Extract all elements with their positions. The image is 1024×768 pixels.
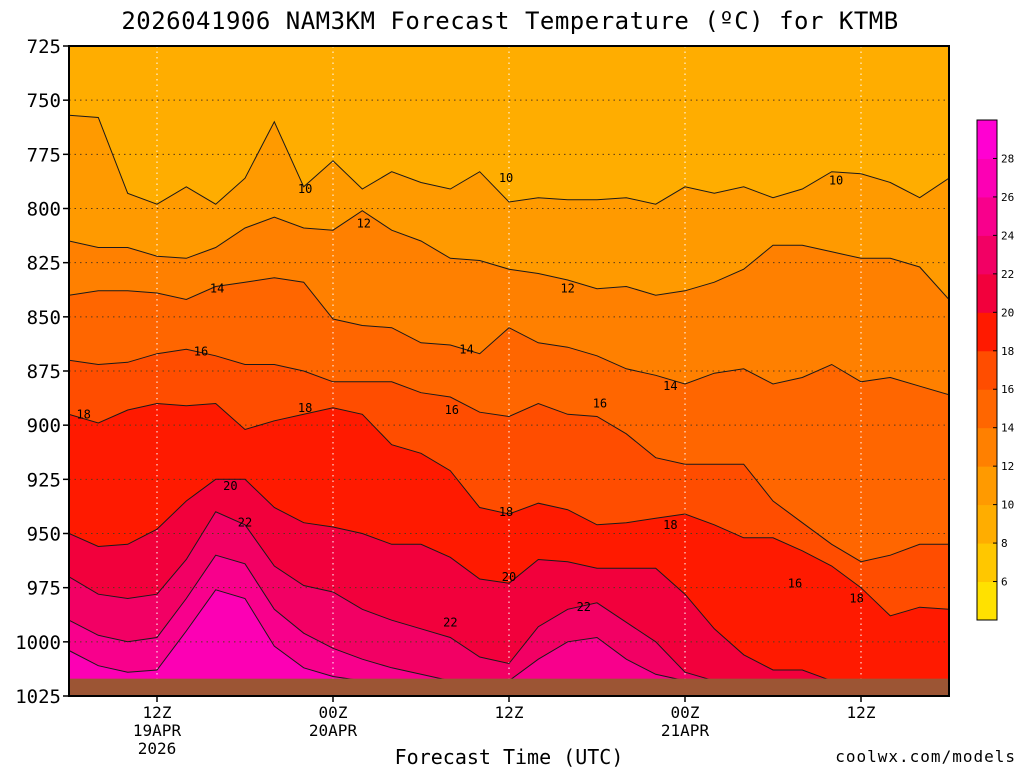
contour-label: 22 xyxy=(238,516,252,530)
y-tick-label: 900 xyxy=(27,415,61,437)
contour-label: 18 xyxy=(499,505,513,519)
x-tick-label: 12Z xyxy=(495,703,524,722)
colorbar-label: 22 xyxy=(1001,268,1014,281)
contour-label: 22 xyxy=(577,600,591,614)
contour-label: 20 xyxy=(502,570,516,584)
contour-label: 10 xyxy=(829,173,843,187)
colorbar-swatch xyxy=(977,504,997,544)
y-tick-label: 950 xyxy=(27,524,61,546)
plot-area: 10 10 10 12 12 14 14 14 16 16 16 16 18 18 18 18 18 20 20 22… xyxy=(69,46,949,696)
site-credit: coolwx.com/models xyxy=(835,747,1016,766)
x-tick-label: 19APR xyxy=(133,721,182,740)
contour-label: 18 xyxy=(849,592,863,606)
y-tick-label: 850 xyxy=(27,307,61,329)
contour-label: 12 xyxy=(560,282,574,296)
contour-label: 16 xyxy=(593,397,607,411)
isotherm-line-12 xyxy=(69,210,949,300)
colorbar-label: 12 xyxy=(1001,460,1014,473)
colorbar-legend: 6 8 10 12 14 16 18 20 22 24 26 28 xyxy=(976,119,1015,621)
colorbar-label: 24 xyxy=(1001,229,1015,242)
colorbar-swatch xyxy=(977,581,997,621)
y-tick-label: 925 xyxy=(27,469,61,491)
colorbar-swatch xyxy=(977,427,997,467)
contour-label: 16 xyxy=(194,345,208,359)
contour-label: 10 xyxy=(499,171,513,185)
colorbar-swatch xyxy=(977,235,997,275)
colorbar-frame xyxy=(976,119,998,621)
colorbar-swatch xyxy=(977,196,997,236)
colorbar-label: 10 xyxy=(1001,499,1014,512)
contour-labels: 10 10 10 12 12 14 14 14 16 16 16 16 18 18 18 18 18 20 20 22… xyxy=(76,171,863,629)
x-axis-label: Forecast Time (UTC) xyxy=(395,745,624,768)
contour-label: 22 xyxy=(443,615,457,629)
y-tick-label: 1025 xyxy=(15,686,61,708)
x-tick-label: 21APR xyxy=(661,721,710,740)
x-tick-label: 2026 xyxy=(138,739,177,758)
isotherm-line-16 xyxy=(69,348,949,563)
isotherm-line-18 xyxy=(69,402,949,617)
x-tick-label: 00Z xyxy=(319,703,348,722)
x-tick-label: 20APR xyxy=(309,721,358,740)
y-tick-label: 825 xyxy=(27,253,61,275)
y-axis: 725 750 775 800 825 850 875 900 925 950 975 1000 102… xyxy=(15,36,69,708)
isotherm-line-10 xyxy=(69,114,949,205)
grid-lines xyxy=(69,46,949,696)
x-tick-label: 12Z xyxy=(143,703,172,722)
y-tick-label: 775 xyxy=(27,144,61,166)
colorbar-label: 14 xyxy=(1001,422,1015,435)
x-tick-label: 00Z xyxy=(671,703,700,722)
contour-label: 14 xyxy=(459,342,473,356)
isotherm-line-14 xyxy=(69,277,949,396)
y-tick-label: 975 xyxy=(27,578,61,600)
contour-label: 12 xyxy=(357,217,371,231)
chart-title: 2026041906 NAM3KM Forecast Temperature (… xyxy=(121,7,898,35)
contour-label: 18 xyxy=(76,407,90,421)
colorbar-label: 26 xyxy=(1001,191,1014,204)
contour-label: 14 xyxy=(663,379,677,393)
y-tick-label: 875 xyxy=(27,361,61,383)
colorbar-label: 18 xyxy=(1001,345,1014,358)
contour-label: 16 xyxy=(445,403,459,417)
colorbar-swatch xyxy=(977,158,997,198)
contour-label: 18 xyxy=(663,518,677,532)
contour-label: 10 xyxy=(298,182,312,196)
contour-label: 18 xyxy=(298,401,312,415)
colorbar-label: 28 xyxy=(1001,152,1014,165)
terrain-ground xyxy=(69,678,949,696)
y-tick-label: 750 xyxy=(27,90,61,112)
colorbar-label: 16 xyxy=(1001,383,1014,396)
isotherm-line-20 xyxy=(69,478,949,682)
y-tick-label: 1000 xyxy=(15,632,61,654)
colorbar-swatch xyxy=(977,543,997,583)
colorbar-label: 8 xyxy=(1001,537,1008,550)
colorbar-label: 20 xyxy=(1001,306,1014,319)
colorbar-swatch xyxy=(977,466,997,506)
colorbar-label: 6 xyxy=(1001,576,1008,589)
contour-label: 16 xyxy=(788,576,802,590)
colorbar-swatch xyxy=(977,312,997,352)
colorbar-swatch xyxy=(977,120,997,159)
colorbar-swatch xyxy=(977,389,997,429)
contour-label: 20 xyxy=(223,479,237,493)
colorbar-swatch xyxy=(977,273,997,313)
y-tick-label: 725 xyxy=(27,36,61,58)
colorbar-swatch xyxy=(977,350,997,390)
temperature-band-26 xyxy=(69,589,949,696)
contour-label: 14 xyxy=(210,282,224,296)
x-tick-label: 12Z xyxy=(847,703,876,722)
y-tick-label: 800 xyxy=(27,199,61,221)
